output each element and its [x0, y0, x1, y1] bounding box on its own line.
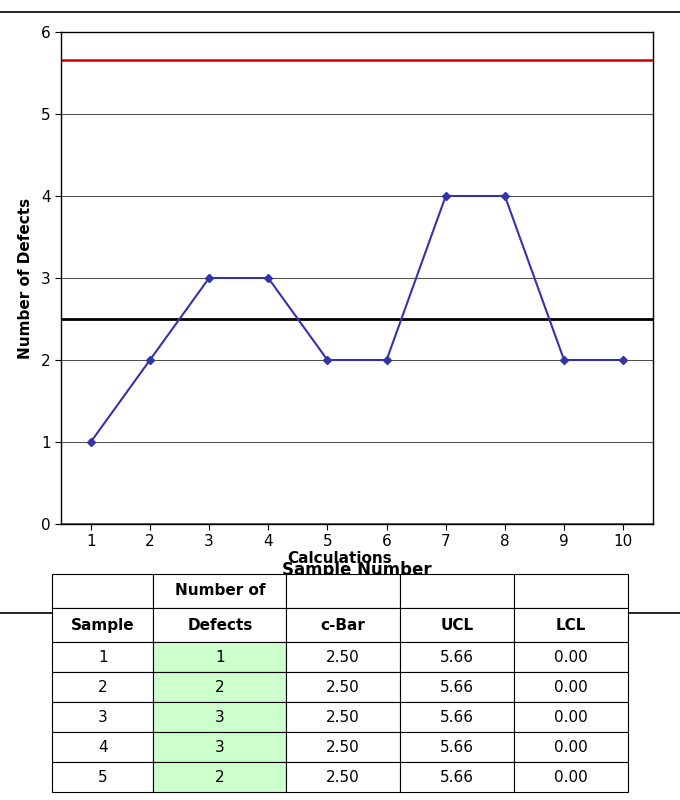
X-axis label: Sample Number: Sample Number — [282, 561, 432, 578]
Y-axis label: Number of Defects: Number of Defects — [18, 198, 33, 358]
Text: Calculations: Calculations — [288, 551, 392, 566]
